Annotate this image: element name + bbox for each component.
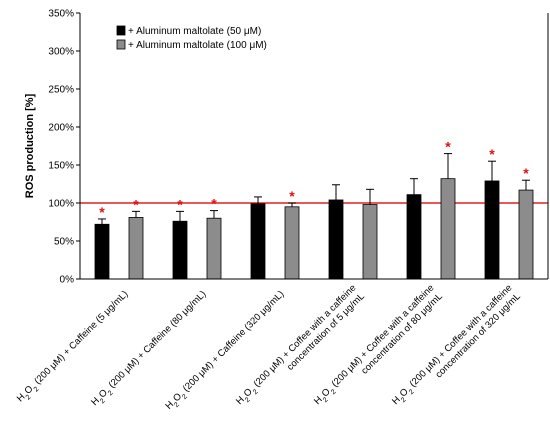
bar bbox=[172, 220, 188, 280]
bar bbox=[206, 217, 222, 280]
legend-entry: + Aluminum maltolate (100 μM) bbox=[128, 40, 267, 51]
y-tick-label: 150% bbox=[48, 161, 74, 172]
y-tick-label: 0% bbox=[60, 275, 75, 286]
bar bbox=[94, 223, 110, 280]
significance-marker: * bbox=[445, 139, 451, 155]
bar bbox=[518, 189, 534, 280]
significance-marker: * bbox=[523, 165, 529, 181]
significance-markers: * * * * * * * * bbox=[99, 139, 529, 220]
bars-group bbox=[94, 178, 534, 280]
significance-marker: * bbox=[99, 204, 105, 220]
bar bbox=[406, 194, 422, 280]
x-category-labels: H2O2 (200 μM) + Caffeine (5 μg/mL)H2O2 (… bbox=[15, 283, 523, 416]
y-tick-marks bbox=[76, 12, 80, 280]
y-axis-label: ROS production [%] bbox=[24, 93, 36, 198]
legend: + Aluminum maltolate (50 μM) + Aluminum m… bbox=[116, 25, 267, 51]
axes-group bbox=[79, 13, 549, 280]
significance-marker: * bbox=[289, 188, 295, 204]
y-tick-label: 250% bbox=[48, 85, 74, 96]
bar bbox=[250, 203, 266, 280]
significance-marker: * bbox=[177, 196, 183, 212]
significance-marker: * bbox=[489, 146, 495, 162]
significance-marker: * bbox=[211, 196, 217, 212]
y-tick-label: 50% bbox=[54, 237, 74, 248]
y-tick-labels: 0% 50% 100% 150% 200% 250% 300% 350% bbox=[48, 9, 74, 286]
y-tick-label: 100% bbox=[48, 199, 74, 210]
bar bbox=[440, 178, 456, 280]
y-tick-label: 200% bbox=[48, 123, 74, 134]
y-tick-label: 300% bbox=[48, 47, 74, 58]
y-tick-label: 350% bbox=[48, 9, 74, 20]
bar bbox=[128, 217, 144, 280]
legend-entry: + Aluminum maltolate (50 μM) bbox=[128, 26, 261, 37]
bar bbox=[328, 199, 344, 280]
error-bars-group bbox=[98, 153, 530, 225]
legend-swatch bbox=[116, 39, 126, 50]
category-label: H2O2 (200 μM) + Coffee with a caffeineco… bbox=[234, 283, 367, 416]
bar bbox=[362, 204, 378, 280]
bar bbox=[284, 206, 300, 280]
significance-marker: * bbox=[133, 196, 139, 212]
legend-swatch bbox=[116, 25, 126, 36]
bar bbox=[484, 180, 500, 280]
